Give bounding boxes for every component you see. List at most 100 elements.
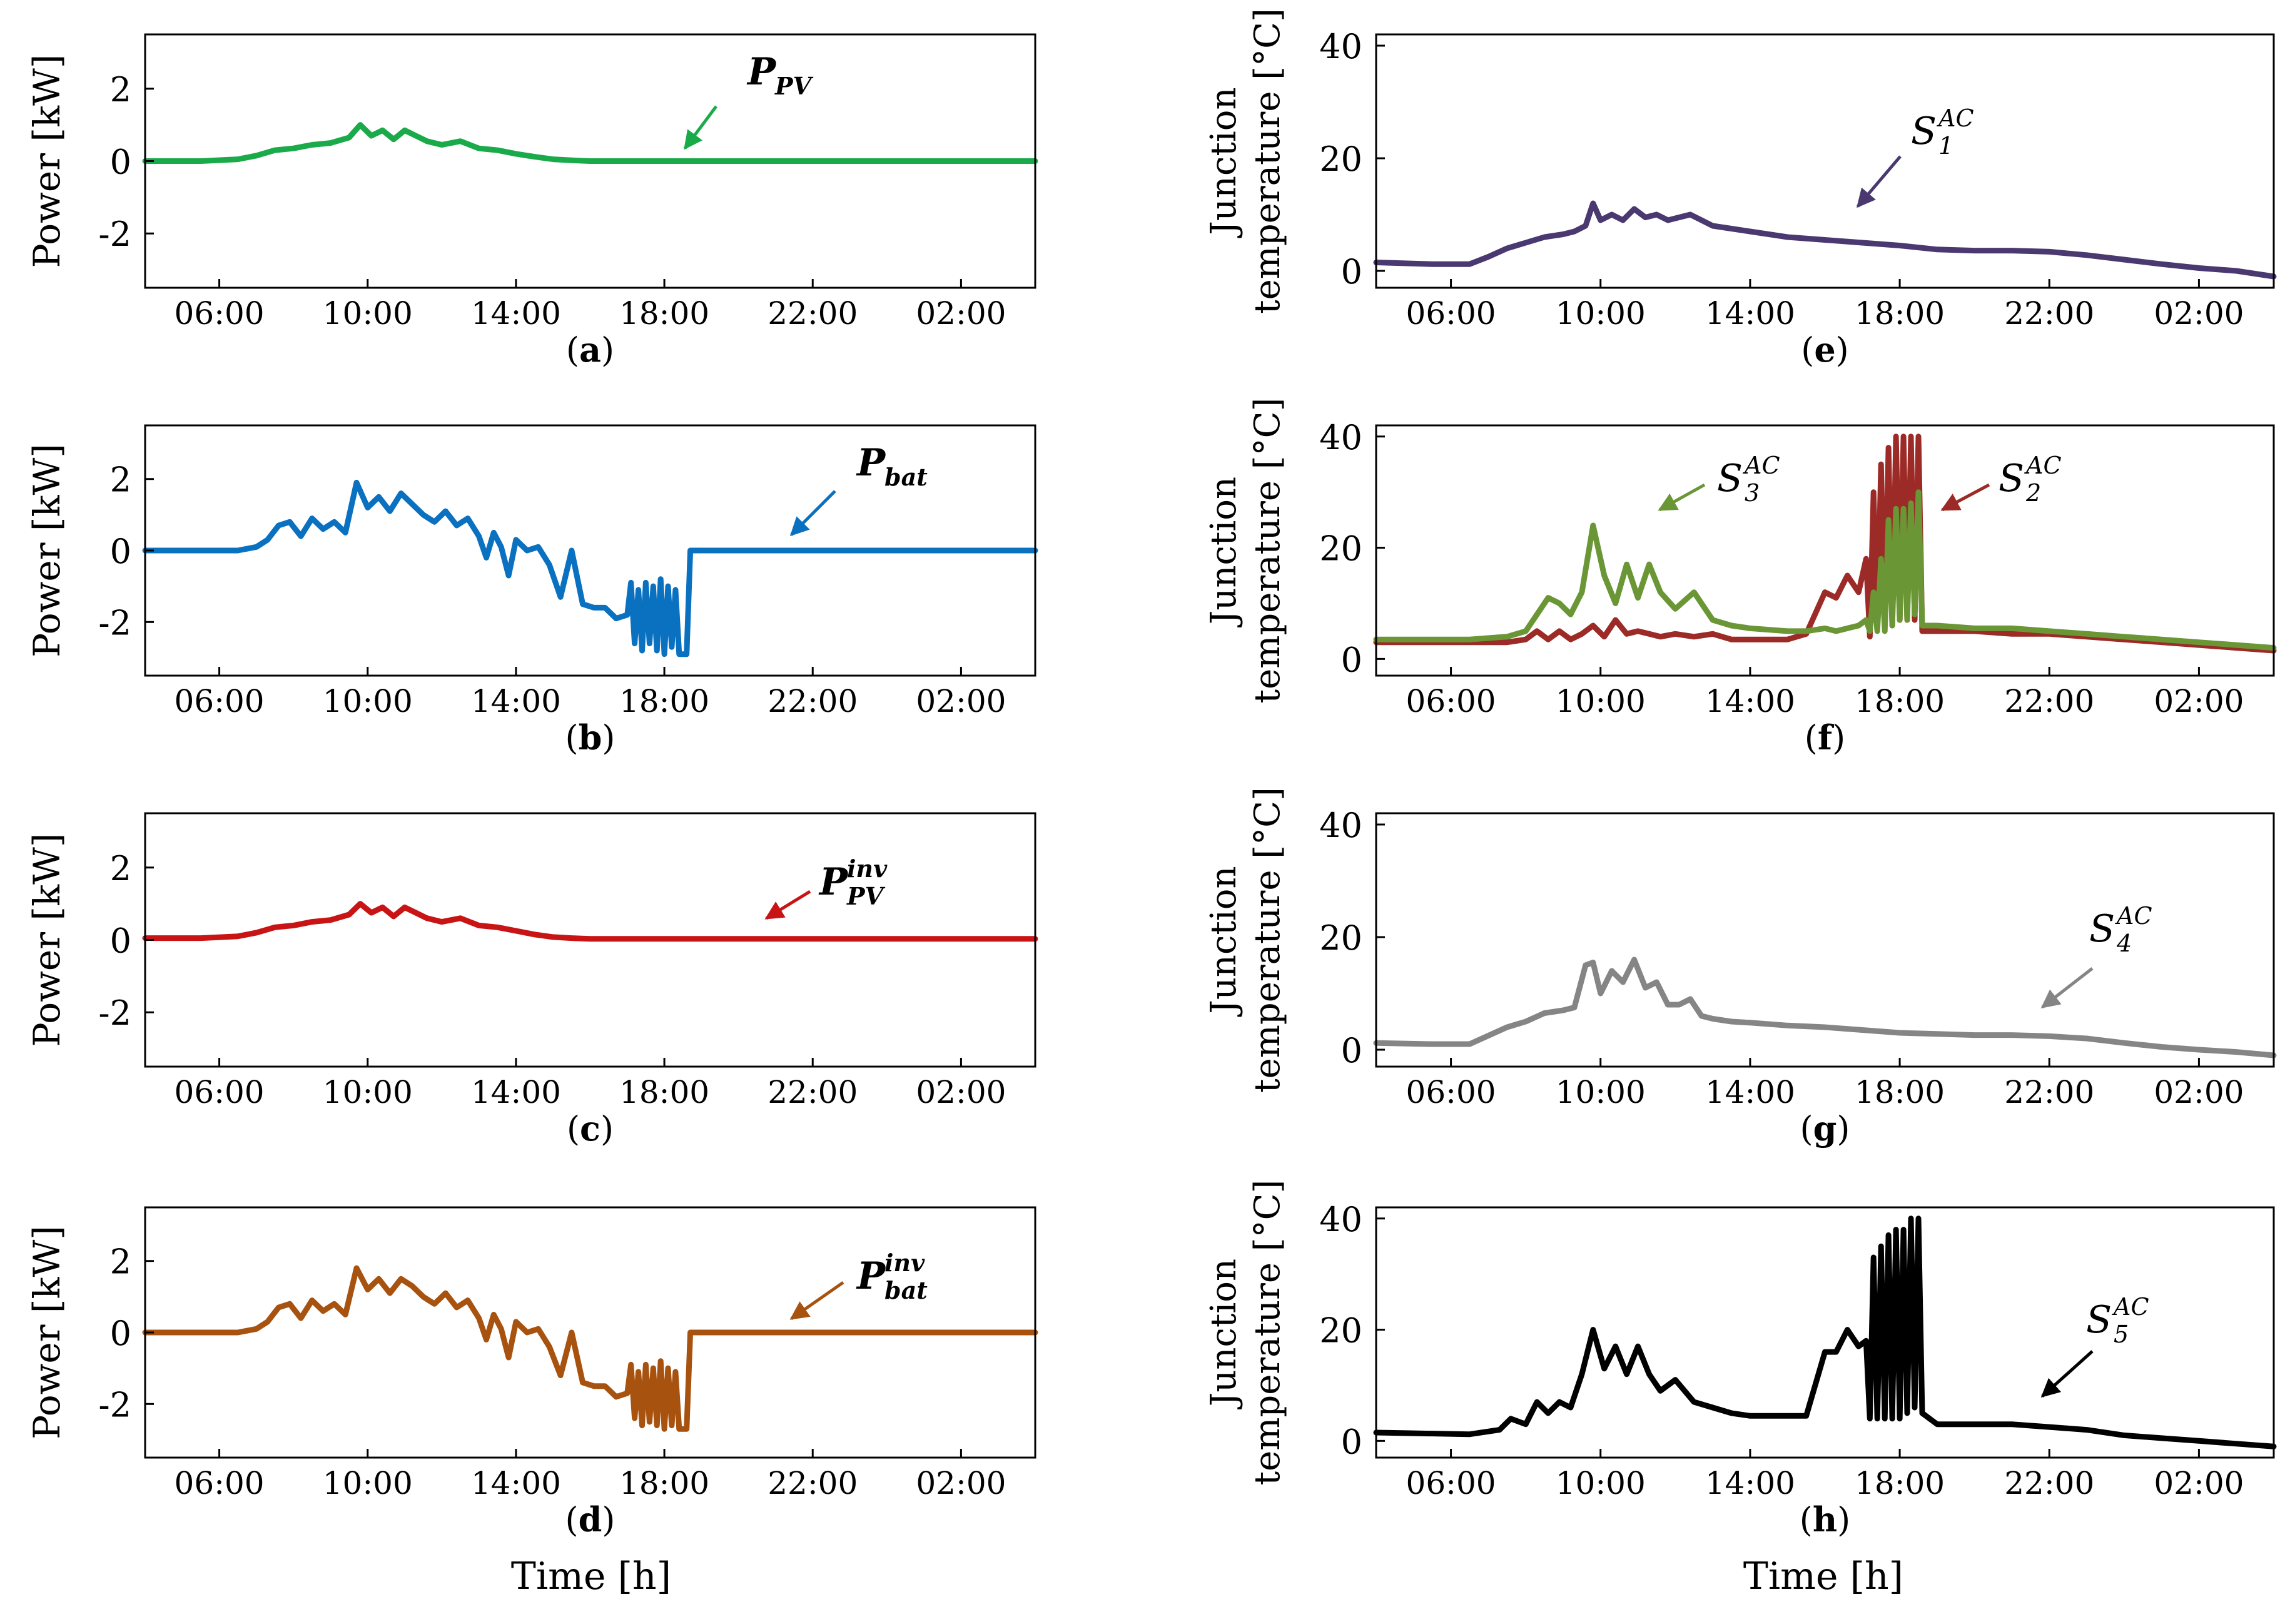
y-tick-label: 20 [1319,918,1362,958]
series-annotation-sub: 4 [2116,930,2132,957]
x-tick-label: 22:00 [768,683,858,719]
series-annotation: P [856,441,886,485]
series-line-p-bat [142,479,1038,657]
y-tick-label: 0 [110,532,131,571]
x-tick-label: 18:00 [619,1074,709,1110]
y-tick-label: 2 [110,460,131,500]
x-axis-label-left: Time [h] [511,1555,671,1598]
series-annotation: P [856,1254,886,1298]
x-tick-label: 06:00 [175,1465,265,1501]
x-tick-label: 06:00 [1406,295,1496,332]
x-tick-label: 14:00 [1705,1074,1795,1110]
y-tick-label: -2 [98,1385,131,1424]
y-tick-label: 40 [1319,418,1362,457]
y-tick-label: 2 [110,70,131,109]
y-tick-label: 20 [1319,1311,1362,1351]
x-tick-label: 18:00 [619,683,709,719]
annotation-arrow [789,490,836,537]
panel-label: (a) [566,330,614,370]
y-axis-label: Power [kW] [26,1226,68,1439]
panel-label: (g) [1800,1109,1850,1149]
series-annotation-sub: PV [774,72,814,100]
x-tick-label: 22:00 [2004,683,2094,719]
x-tick-label: 14:00 [471,1074,561,1110]
y-tick-label: -2 [98,215,131,254]
annotation-arrow [2040,967,2094,1008]
x-tick-label: 14:00 [1705,683,1795,719]
x-tick-label: 10:00 [1556,1465,1646,1501]
x-tick-label: 22:00 [768,295,858,332]
y-tick-label: 0 [1341,1031,1362,1070]
x-tick-label: 18:00 [1855,295,1945,332]
panel-label: (e) [1801,330,1849,370]
plot-frame [1375,424,2275,677]
x-tick-label: 06:00 [175,1074,265,1110]
x-tick-label: 14:00 [1705,295,1795,332]
annotation-arrow [1658,483,1706,512]
annotation-arrow [1940,483,1990,512]
y-tick-label: 0 [110,921,131,961]
panel-label: (b) [565,718,616,758]
series-annotation: S [1999,457,2024,500]
series-line-p-pv-inv [142,901,1038,942]
y-axis-label-line: Junction [1203,1259,1244,1409]
series-line-s-3-ac [1373,489,2277,651]
y-axis-label: Power [kW] [26,444,68,657]
y-tick-label: -2 [98,993,131,1033]
x-tick-label: 14:00 [471,683,561,719]
series-annotation-sup: AC [1743,452,1780,479]
x-tick-label: 22:00 [768,1074,858,1110]
plot-frame [1375,812,2275,1068]
series-line-s-4-ac [1373,957,2277,1058]
x-tick-label: 18:00 [619,295,709,332]
series-annotation: S [1717,457,1743,500]
series-annotation: P [746,50,777,94]
y-axis-label-line: temperature [°C] [1247,398,1288,704]
series-line-p-pv [142,122,1038,164]
series-annotation-sup: AC [2115,902,2152,930]
series-line-s-5-ac [1373,1215,2277,1449]
y-axis-label-line: Junction [1203,477,1244,627]
y-tick-label: 0 [1341,1422,1362,1461]
panel-d: 2 0 -2 06:00 10:00 14:00 18:00 22:00 02:00 (d) Pow… [26,1206,1038,1540]
x-tick-label: 14:00 [471,295,561,332]
panel-label: (f) [1805,718,1845,758]
series-annotation: S [2089,907,2115,951]
y-tick-label: 2 [110,1242,131,1282]
series-annotation-sub: bat [884,1276,928,1304]
y-tick-label: 0 [1341,252,1362,292]
x-tick-label: 18:00 [1855,683,1945,719]
series-annotation-sub: 3 [1745,479,1760,507]
y-tick-label: 40 [1319,806,1362,845]
series-annotation-sub: 1 [1938,132,1953,160]
y-tick-label: 20 [1319,529,1362,569]
x-tick-label: 18:00 [619,1465,709,1501]
x-tick-label: 10:00 [1556,683,1646,719]
series-line-p-bat-inv [142,1265,1038,1432]
series-annotation-sup: AC [2112,1293,2149,1321]
panel-b: 2 0 -2 06:00 10:00 14:00 18:00 22:00 02:00 (b) Pow… [26,424,1038,758]
panel-c: 2 0 -2 06:00 10:00 14:00 18:00 22:00 02:00 (c) Pow… [26,812,1038,1149]
series-annotation-sub: 5 [2114,1321,2129,1348]
panel-h: 40 20 0 06:00 10:00 14:00 18:00 22:00 02:00 (h) Ju… [1203,1180,2277,1540]
annotation-arrow [789,1281,844,1321]
x-tick-label: 02:00 [916,1465,1006,1501]
panel-label: (c) [567,1109,614,1149]
x-tick-label: 14:00 [471,1465,561,1501]
x-tick-label: 22:00 [2004,295,2094,332]
y-axis-label-line: temperature [°C] [1247,787,1288,1093]
y-tick-label: 40 [1319,1200,1362,1239]
panel-a: 2 0 -2 06:00 10:00 14:00 18:00 22:00 02:00 (a) Pow… [26,33,1038,370]
series-annotation-sup: inv [884,1249,925,1277]
y-axis-label-line: Junction [1203,866,1244,1017]
y-axis-label: Power [kW] [26,833,68,1047]
x-tick-label: 22:00 [768,1465,858,1501]
panel-e: 40 20 0 06:00 10:00 14:00 18:00 22:00 02:00 (e) Ju… [1203,8,2277,370]
x-tick-label: 10:00 [1556,295,1646,332]
y-tick-label: -2 [98,603,131,642]
x-axis-label-right: Time [h] [1743,1555,1903,1598]
x-tick-label: 22:00 [2004,1074,2094,1110]
x-tick-label: 22:00 [2004,1465,2094,1501]
x-tick-label: 02:00 [916,1074,1006,1110]
y-axis-label-line: Junction [1203,87,1244,238]
